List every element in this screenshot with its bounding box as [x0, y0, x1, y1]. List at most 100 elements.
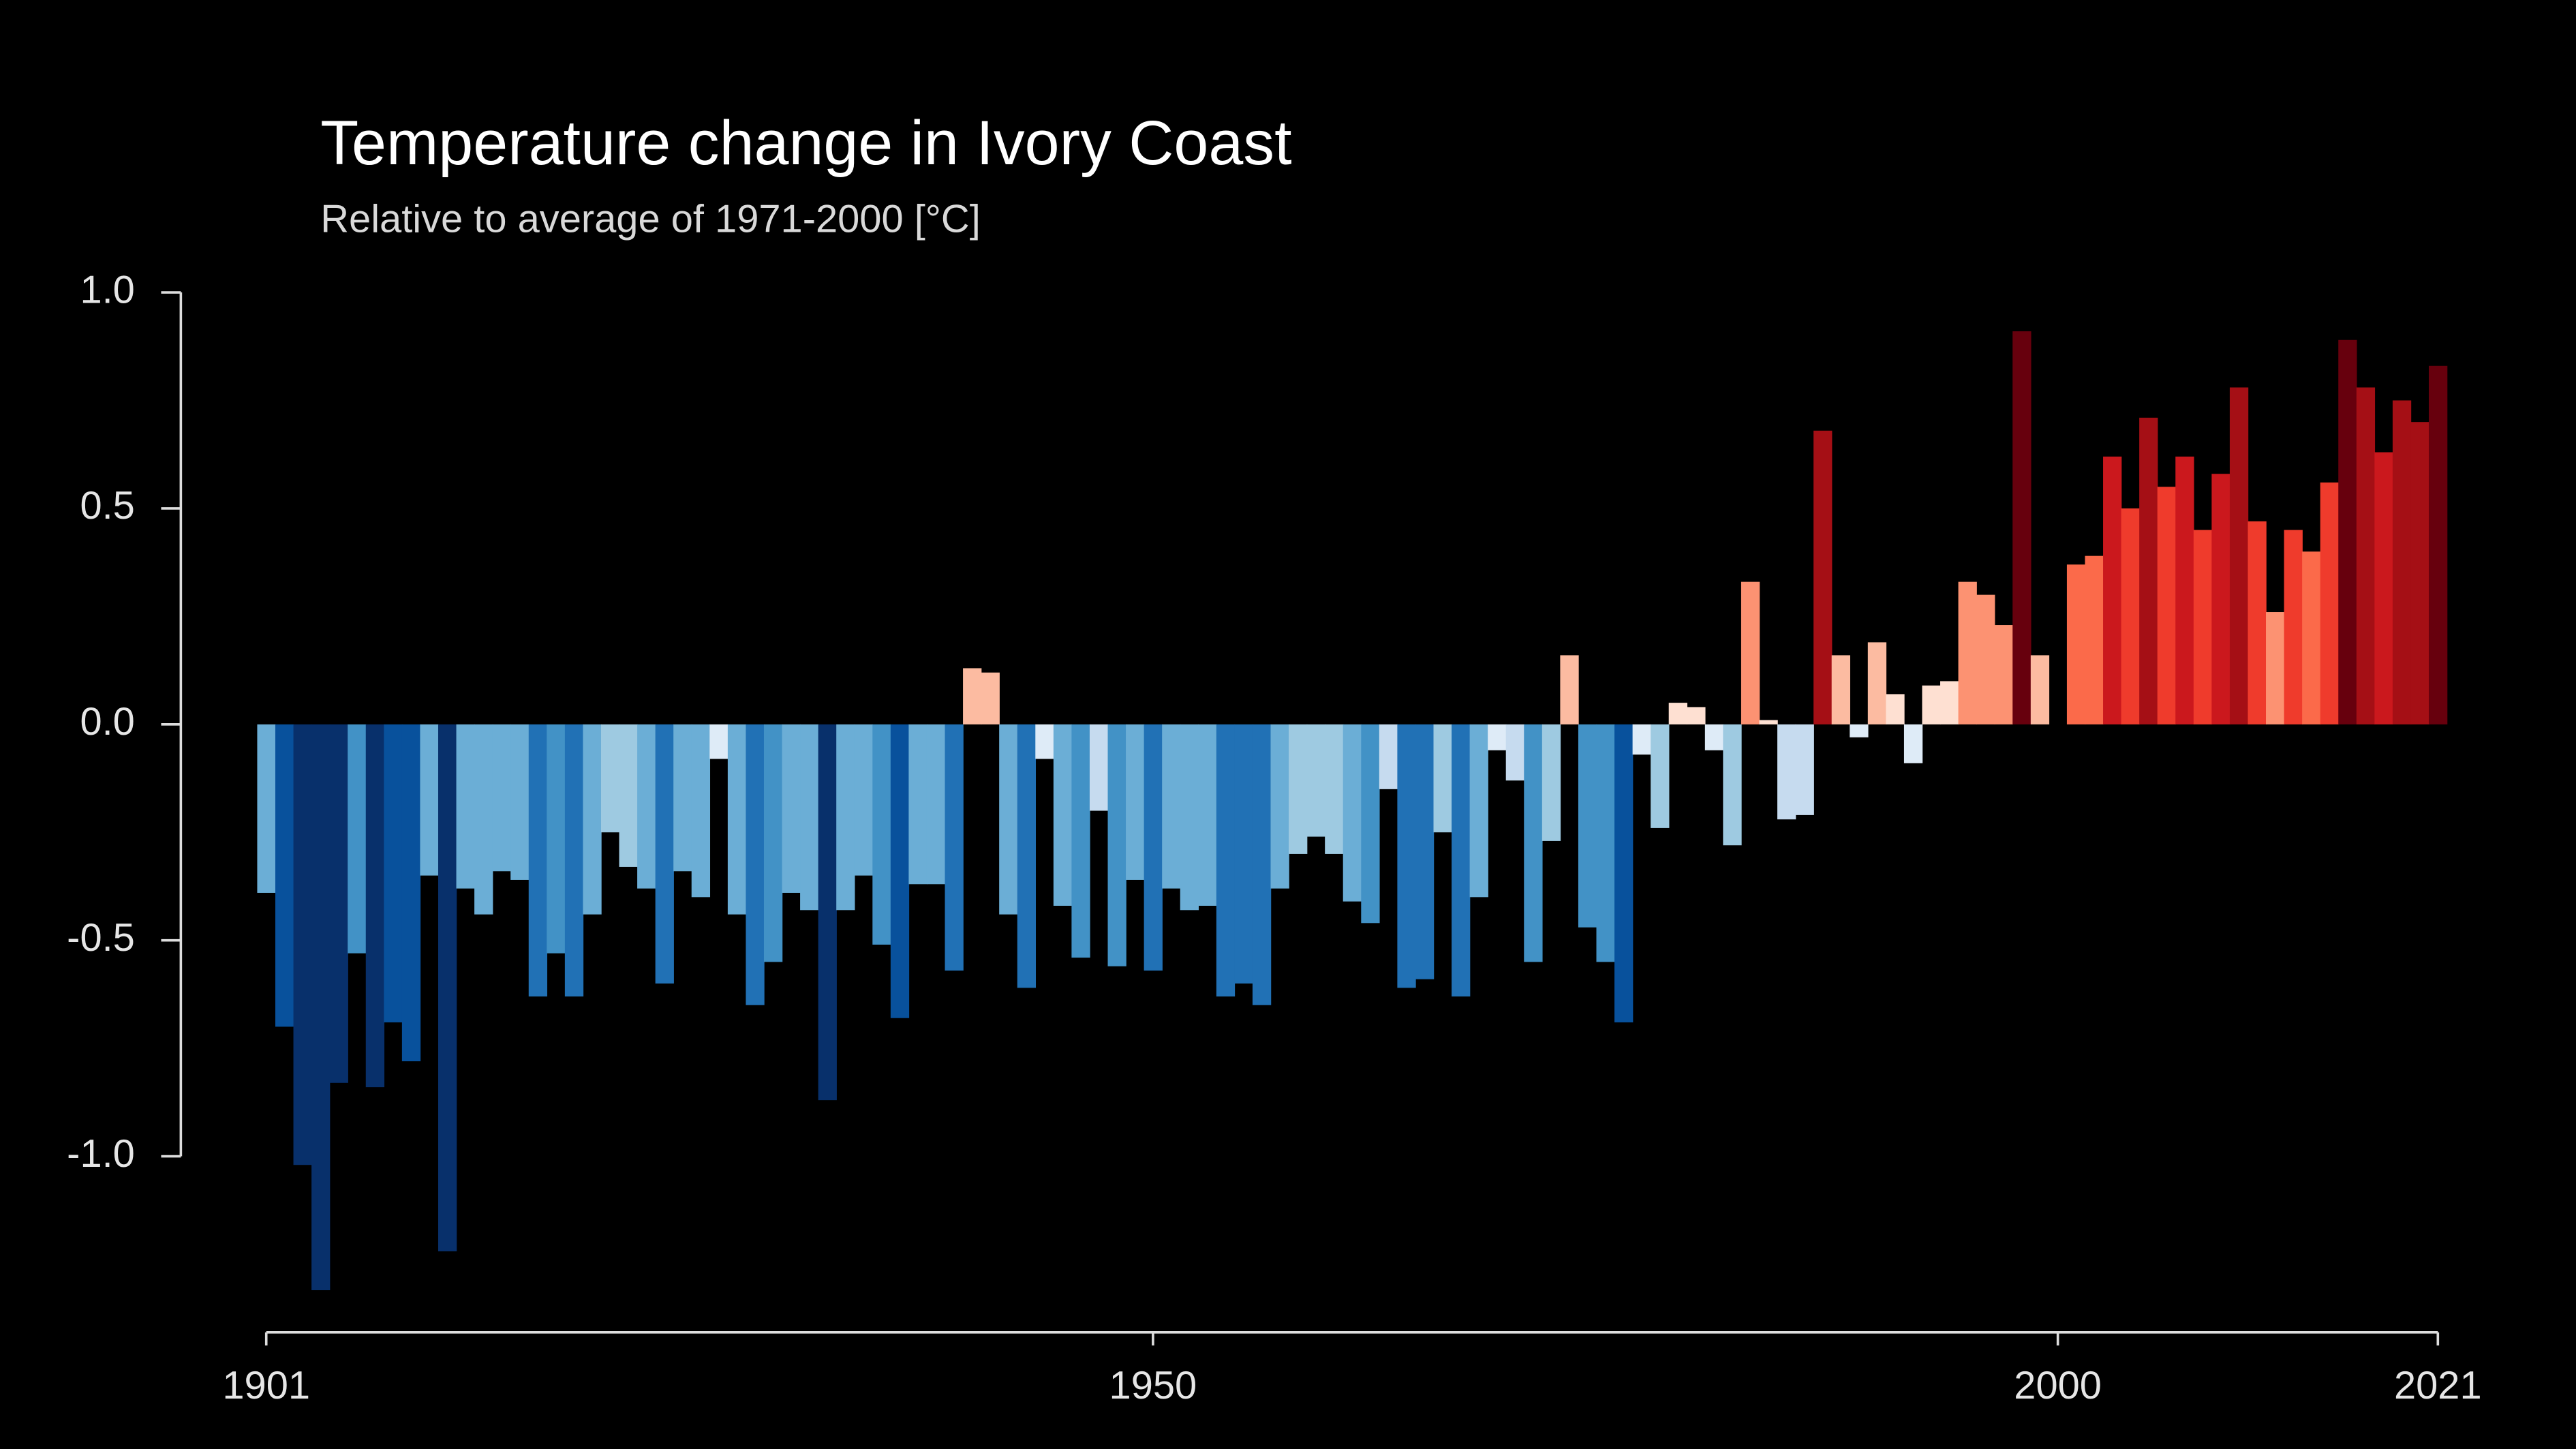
bar: [926, 724, 946, 885]
bar: [1687, 707, 1706, 724]
bar: [890, 724, 910, 1018]
bar: [456, 724, 475, 889]
bar: [1723, 724, 1742, 846]
bar: [655, 724, 674, 984]
bar: [673, 724, 692, 872]
bar: [2121, 508, 2140, 724]
bar: [528, 724, 548, 997]
bar: [727, 724, 747, 915]
bar: [1759, 720, 1778, 724]
bar: [619, 724, 638, 867]
bar: [1777, 724, 1796, 820]
bar: [492, 724, 511, 872]
bar: [872, 724, 891, 945]
bar: [510, 724, 530, 880]
bar: [1704, 724, 1724, 750]
x-tick-label: 2000: [2014, 1364, 2102, 1407]
bar: [1343, 724, 1362, 902]
bar: [1524, 724, 1543, 962]
bar: [2266, 612, 2285, 724]
bar: [1958, 581, 1977, 724]
bar: [1668, 703, 1687, 724]
bar: [2157, 487, 2176, 724]
bar: [1234, 724, 1253, 984]
bar: [257, 724, 276, 893]
bar: [1560, 655, 1579, 724]
bar: [1433, 724, 1452, 833]
bar: [2338, 339, 2357, 724]
bar: [1126, 724, 1145, 880]
y-tick-label: -0.5: [67, 916, 135, 960]
bar: [999, 724, 1018, 915]
bar: [438, 724, 457, 1251]
bar: [2356, 387, 2376, 724]
bar: [2392, 400, 2412, 724]
chart-subtitle: Relative to average of 1971-2000 [°C]: [320, 198, 981, 241]
bar: [1795, 724, 1814, 815]
bar: [981, 672, 1000, 724]
bar: [293, 724, 312, 1165]
bar: [1325, 724, 1344, 854]
bar: [1361, 724, 1380, 924]
bar: [2175, 456, 2194, 724]
bar: [1071, 724, 1090, 958]
bar: [2320, 482, 2339, 724]
y-tick-label: -1.0: [67, 1132, 135, 1176]
bar: [1976, 594, 1995, 724]
y-tick-label: 0.5: [80, 484, 134, 528]
bar: [1922, 685, 1941, 724]
bar: [1994, 625, 2013, 724]
bar: [1578, 724, 1597, 928]
bar: [782, 724, 801, 893]
bar: [1252, 724, 1272, 1005]
bar: [1886, 694, 1905, 724]
bar: [908, 724, 927, 885]
bar: [2139, 417, 2158, 724]
bar: [1216, 724, 1236, 997]
bar: [600, 724, 620, 833]
y-tick-label: 0.0: [80, 700, 134, 744]
x-tick-label: 2021: [2394, 1364, 2482, 1407]
bar: [2248, 521, 2267, 724]
bar: [2284, 530, 2303, 724]
bar: [348, 724, 367, 954]
x-tick-label: 1901: [222, 1364, 310, 1407]
bar: [1831, 655, 1850, 724]
bar: [1379, 724, 1398, 789]
bar: [945, 724, 964, 971]
bar: [420, 724, 439, 876]
bar: [854, 724, 874, 876]
bar: [329, 724, 348, 1083]
bar: [365, 724, 385, 1088]
bar: [1162, 724, 1181, 889]
bar: [2012, 331, 2031, 724]
bar: [1741, 581, 1760, 724]
bar: [1469, 724, 1488, 898]
bar: [2410, 422, 2429, 724]
bar: [2103, 456, 2122, 724]
bar: [1089, 724, 1109, 811]
bar: [583, 724, 602, 915]
bar: [1651, 724, 1670, 828]
y-tick-label: 1.0: [80, 268, 134, 311]
bar: [1107, 724, 1126, 966]
bar: [2302, 551, 2321, 724]
bar: [1415, 724, 1435, 979]
bar: [1397, 724, 1416, 988]
bar: [474, 724, 493, 915]
bar: [1542, 724, 1561, 841]
bar: [1614, 724, 1634, 1023]
bar: [1813, 430, 1833, 724]
bar: [1940, 681, 1959, 724]
x-tick-label: 1950: [1109, 1364, 1197, 1407]
bar: [547, 724, 566, 954]
bar: [1017, 724, 1037, 988]
bar: [1505, 724, 1525, 781]
bar: [1180, 724, 1199, 911]
bar: [763, 724, 783, 962]
bar: [746, 724, 765, 1005]
bar: [2429, 365, 2448, 724]
bar: [2193, 530, 2213, 724]
